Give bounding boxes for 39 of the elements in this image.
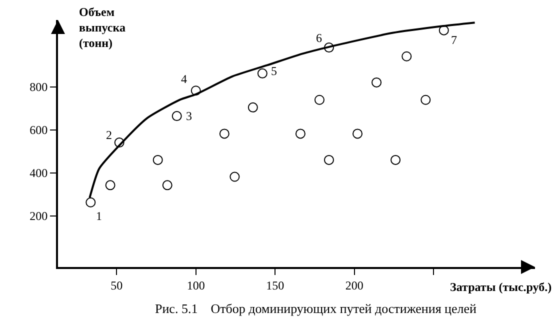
point	[248, 102, 258, 112]
point	[352, 128, 363, 139]
annotation: 4	[181, 72, 187, 86]
y-tick-label: 200	[30, 209, 48, 224]
y-tick-label: 400	[30, 166, 48, 180]
annotation: 6	[316, 31, 322, 45]
point	[86, 197, 96, 208]
point	[190, 86, 201, 96]
x-axis-title: Затраты (тыс.руб.)	[450, 280, 552, 294]
point	[114, 138, 124, 148]
point	[324, 154, 334, 165]
point	[420, 94, 431, 105]
y-tick-label: 800	[30, 80, 48, 94]
point	[162, 180, 172, 190]
annotation: 5	[271, 64, 277, 78]
text: Рис. 5.1 Отбор доминирующих путей достижения целей	[155, 301, 477, 316]
point	[324, 42, 334, 53]
x-tick-label: 200	[345, 278, 364, 292]
point	[314, 94, 324, 105]
point	[372, 77, 382, 88]
annotation: 3	[186, 109, 192, 123]
point	[402, 51, 412, 62]
x-tick-label: 150	[266, 278, 284, 292]
y-tick-label: 600	[30, 123, 48, 138]
point	[438, 25, 449, 36]
point	[230, 172, 240, 182]
annotation: 7	[451, 33, 457, 47]
y-axis-title: Объем выпуска (тонн)	[79, 5, 126, 50]
x-tick-label: 100	[186, 278, 205, 292]
point	[257, 68, 268, 78]
annotation: 1	[96, 209, 102, 223]
annotation: 2	[106, 128, 112, 142]
point	[219, 128, 230, 139]
x-tick-label: 50	[110, 278, 123, 292]
point	[295, 128, 306, 139]
point	[172, 111, 182, 122]
point	[105, 180, 116, 190]
point	[152, 154, 163, 165]
point	[390, 154, 401, 165]
